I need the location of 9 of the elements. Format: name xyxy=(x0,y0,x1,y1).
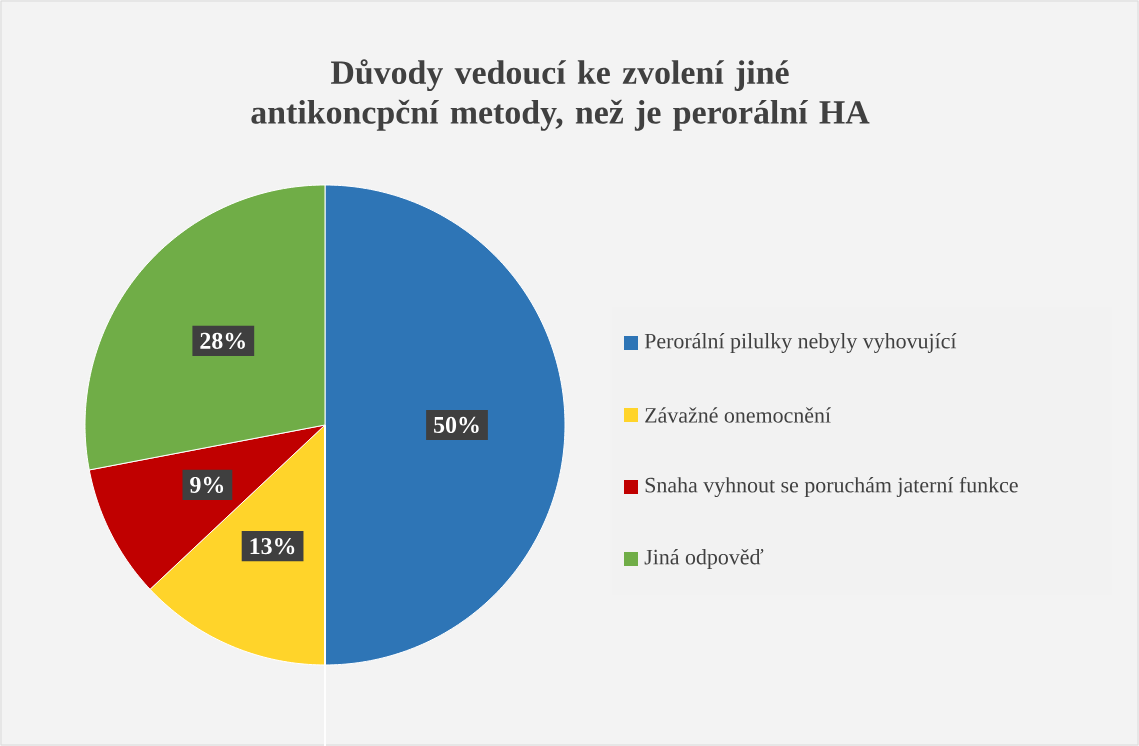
legend-label: Jiná odpověď xyxy=(644,548,764,569)
legend-label: Snaha vyhnout se poruchám jaterní funkce xyxy=(645,476,1018,497)
data-label: 13% xyxy=(250,537,295,554)
data-label: 9% xyxy=(190,476,224,493)
legend-label: Závažné onemocnění xyxy=(645,407,831,423)
data-label: 28% xyxy=(200,332,245,349)
chart-title: Důvody vedoucí ke zvolení jiné antikoncpční metody, než je perorální HA xyxy=(251,58,870,131)
legend-label: Perorální pilulky nebyly vyhovující xyxy=(644,332,957,353)
data-label: 50% xyxy=(434,416,479,433)
